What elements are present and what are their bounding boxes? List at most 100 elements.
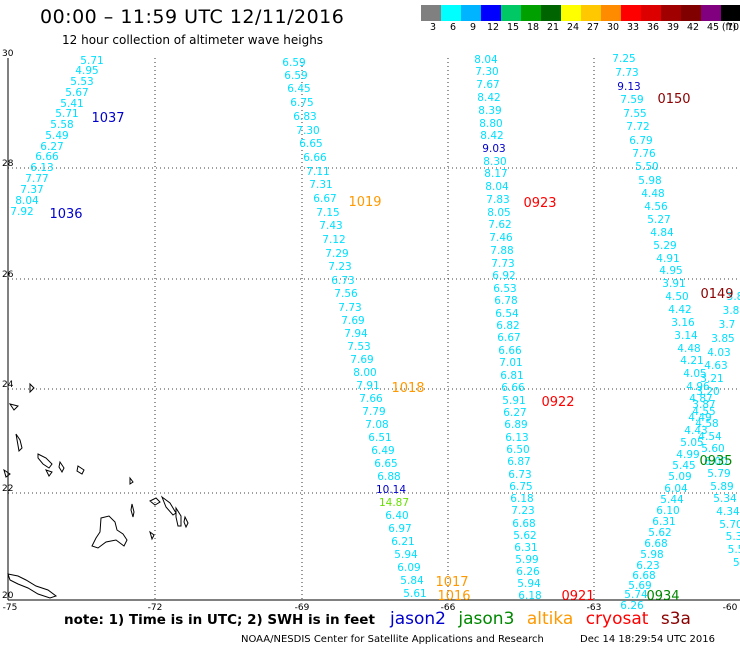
- colorbar-label: 21: [546, 22, 560, 33]
- swh-value: 5.71: [80, 55, 103, 67]
- swh-value: 7.25: [612, 53, 635, 65]
- colorbar-label: 39: [666, 22, 680, 33]
- swh-value: 7.11: [306, 166, 329, 178]
- swh-value: 6.67: [313, 193, 336, 205]
- swh-value: 6.09: [397, 562, 420, 574]
- swh-value: 4.34: [716, 506, 740, 518]
- swh-value: 3.7: [719, 319, 736, 331]
- x-tick-label: -69: [295, 603, 310, 613]
- swh-value: 6.65: [299, 138, 322, 150]
- swh-value: 7.69: [341, 315, 364, 327]
- swh-value: 3.85: [711, 333, 734, 345]
- swh-value: 4.48: [641, 188, 664, 200]
- swh-value: 7.30: [475, 66, 498, 78]
- colorbar-label: 70: [726, 22, 740, 33]
- swh-value: 4.05: [683, 368, 706, 380]
- swh-value: 3.91: [662, 278, 685, 290]
- swh-value: 4.55: [692, 406, 715, 418]
- swh-value: 4.99: [676, 449, 699, 461]
- swh-value: 8.04: [474, 54, 498, 66]
- note-text: note: 1) Time is in UTC; 2) SWH is in fe…: [64, 612, 375, 628]
- swh-value: 6.59: [284, 70, 307, 82]
- swh-value: 8.39: [478, 105, 501, 117]
- swh-value: 6.65: [374, 458, 397, 470]
- swh-value: 5.41: [60, 98, 83, 110]
- swh-value: 6.23: [636, 560, 659, 572]
- swh-value: 4.58: [695, 418, 718, 430]
- swh-value: 6.73: [331, 275, 354, 287]
- swh-value: 6.66: [303, 152, 327, 164]
- swh-value: 5.69: [628, 580, 651, 592]
- pass-label: 0149: [700, 287, 733, 302]
- pass-label: 1036: [49, 207, 82, 222]
- swh-value: 6.68: [644, 538, 667, 550]
- island-hispaniola: [7, 573, 58, 599]
- swh-value: 6.75: [509, 481, 532, 493]
- swh-value: 5.3: [726, 531, 740, 543]
- swh-value: 5.79: [707, 468, 730, 480]
- island-bahamas-2: [130, 503, 189, 541]
- colorbar-label: 9: [469, 22, 477, 33]
- colorbar-swatch: [501, 5, 521, 21]
- legend-s3a: s3a: [660, 609, 691, 629]
- colorbar-swatch: [601, 5, 621, 21]
- colorbar-swatch: [681, 5, 701, 21]
- legend-jason2: jason2: [390, 609, 446, 629]
- swh-value: 6.21: [391, 536, 414, 548]
- colorbar-swatch: [701, 5, 721, 21]
- swh-value: 6.49: [371, 445, 394, 457]
- colorbar-swatch: [461, 5, 481, 21]
- swh-value: 5.53: [70, 76, 93, 88]
- pass-label: 0923: [523, 196, 556, 211]
- x-tick-label: -72: [148, 603, 163, 613]
- swh-value: 7.12: [322, 234, 345, 246]
- swh-value: 5.98: [640, 549, 663, 561]
- swh-value: 10.14: [376, 484, 406, 496]
- x-tick-label: -75: [3, 603, 18, 613]
- colorbar-swatch: [621, 5, 641, 21]
- swh-value: 7.15: [316, 207, 339, 219]
- swh-value: 5.05: [680, 437, 703, 449]
- pass-label: 1016: [437, 589, 470, 604]
- y-tick-label: 22: [2, 484, 13, 494]
- swh-value: 6.75: [290, 97, 313, 109]
- swh-value: 6.59: [282, 57, 305, 69]
- map-subtitle: 12 hour collection of altimeter wave hei…: [62, 33, 324, 47]
- pass-label: 0935: [699, 454, 732, 469]
- swh-value: 7.66: [359, 393, 383, 405]
- pass-label: 1017: [435, 575, 468, 590]
- swh-value: 3.8: [723, 305, 740, 317]
- pass-label: 1019: [348, 195, 381, 210]
- swh-value: 7.53: [347, 341, 370, 353]
- y-tick-label: 24: [2, 380, 14, 390]
- swh-value: 6.82: [496, 320, 519, 332]
- track-cryosat-0150-0149: 7.25 7.73 9.137.59 7.557.72 6.797.765.50 5.98…: [612, 53, 740, 569]
- island-bahamas-1: [149, 495, 182, 527]
- legend-jason3: jason3: [458, 609, 515, 629]
- swh-value: 4.03: [707, 347, 730, 359]
- swh-value: 4.87: [689, 393, 712, 405]
- swh-value: 4.63: [704, 360, 727, 372]
- swh-value: 9.13: [617, 81, 640, 93]
- colorbar-label: 24: [566, 22, 580, 33]
- swh-value: 7.37: [20, 184, 43, 196]
- track-altika-1019-1018: 6.596.596.456.756.837.306.656.667.117.31…: [282, 57, 426, 600]
- pass-label: 0150: [657, 92, 690, 107]
- swh-value: 4.84: [650, 227, 674, 239]
- colorbar-label: 15: [506, 22, 520, 33]
- swh-value: 7.91: [356, 380, 379, 392]
- swh-value: 6.88: [377, 471, 400, 483]
- swh-value: 6.97: [388, 523, 411, 535]
- swh-value: 6.10: [656, 505, 679, 517]
- map-title: 00:00 – 11:59 UTC 12/11/2016: [40, 6, 345, 28]
- swh-value: 7.55: [623, 108, 646, 120]
- y-tick-label: 30: [2, 49, 14, 59]
- swh-value: 6.50: [506, 444, 529, 456]
- swh-value: 6.68: [512, 518, 535, 530]
- swh-value: 7.23: [328, 261, 351, 273]
- swh-value: 5.29: [653, 240, 676, 252]
- colorbar-label: 36: [646, 22, 660, 33]
- swh-value: 8.30: [483, 156, 506, 168]
- swh-value: 4.49: [688, 412, 711, 424]
- y-tick-label: 26: [2, 270, 14, 280]
